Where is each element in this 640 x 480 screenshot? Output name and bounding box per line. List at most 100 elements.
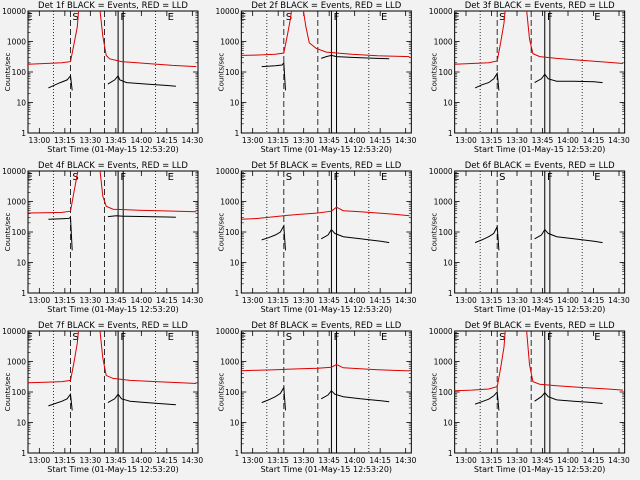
x-axis-label: Start Time (01-May-15 12:53:20): [47, 305, 178, 314]
y-axis-label: Counts/sec: [4, 213, 12, 252]
x-tick-label: 13:45: [105, 136, 127, 145]
y-tick-label: 10000: [215, 7, 239, 16]
annotation-label: S: [499, 172, 505, 183]
x-tick-label: 13:15: [481, 456, 503, 465]
series-line-lld: [241, 11, 293, 56]
x-tick-label: 13:15: [267, 456, 289, 465]
chart-title: Det 4f BLACK = Events, RED = LLD: [38, 161, 188, 171]
y-tick-label: 100: [12, 388, 27, 397]
x-axis-label: Start Time (01-May-15 12:53:20): [47, 465, 178, 474]
y-tick-label: 1000: [7, 38, 26, 47]
series-line-events: [474, 224, 500, 251]
series-line-lld: [28, 11, 80, 65]
y-tick-label: 1000: [220, 358, 239, 367]
y-tick-label: 10: [443, 419, 453, 428]
x-tick-label: 14:15: [369, 456, 391, 465]
x-tick-label: 14:00: [131, 136, 153, 145]
series-line-lld: [454, 331, 506, 392]
annotation-label: F: [547, 12, 553, 23]
y-tick-label: 1: [21, 129, 26, 138]
series-line-events: [107, 393, 176, 406]
y-tick-label: 10000: [215, 327, 239, 336]
chart-title: Det 2f BLACK = Events, RED = LLD: [251, 1, 401, 11]
y-tick-label: 100: [225, 388, 240, 397]
series-line-lld: [302, 11, 410, 58]
x-tick-label: 13:00: [455, 136, 477, 145]
series-line-lld: [454, 11, 506, 65]
x-tick-label: 13:00: [29, 456, 51, 465]
annotation-label: S: [72, 332, 78, 343]
y-tick-label: 10: [230, 99, 240, 108]
y-tick-label: 1000: [434, 38, 453, 47]
y-tick-label: 100: [438, 68, 453, 77]
x-axis-label: Start Time (01-May-15 12:53:20): [474, 305, 605, 314]
annotation-label: S: [72, 172, 78, 183]
x-tick-label: 14:30: [395, 456, 417, 465]
series-line-events: [534, 391, 603, 404]
x-tick-label: 13:00: [29, 296, 51, 305]
annotation-label: E: [594, 172, 600, 183]
x-tick-label: 14:30: [182, 136, 204, 145]
x-tick-label: 13:00: [242, 296, 264, 305]
series-line-events: [261, 61, 286, 91]
x-tick-label: 13:45: [532, 296, 554, 305]
x-tick-label: 13:30: [293, 136, 315, 145]
chart-title: Det 3f BLACK = Events, RED = LLD: [465, 1, 615, 11]
annotation-label: E: [594, 332, 600, 343]
annotation-label: F: [334, 332, 340, 343]
annotation-label: F: [120, 172, 126, 183]
x-tick-label: 13:15: [54, 136, 76, 145]
annotation-label: S: [72, 12, 78, 23]
x-tick-label: 14:30: [395, 296, 417, 305]
y-tick-label: 1000: [7, 198, 26, 207]
x-tick-label: 13:30: [506, 456, 528, 465]
y-tick-label: 1000: [7, 358, 26, 367]
x-tick-label: 14:00: [557, 296, 579, 305]
series-line-events: [320, 228, 390, 244]
series-line-events: [534, 228, 603, 244]
y-tick-label: 10000: [429, 327, 453, 336]
y-tick-label: 100: [225, 228, 240, 237]
y-axis-label: Counts/sec: [431, 53, 439, 92]
annotation-label: E: [168, 332, 174, 343]
y-axis-label: Counts/sec: [4, 373, 12, 412]
series-line-lld: [526, 11, 624, 64]
x-axis-label: Start Time (01-May-15 12:53:20): [261, 145, 392, 154]
x-tick-label: 13:45: [318, 456, 340, 465]
y-tick-label: 1000: [434, 198, 453, 207]
y-tick-label: 10: [443, 259, 453, 268]
chart-title: Det 9f BLACK = Events, RED = LLD: [465, 321, 615, 331]
x-tick-label: 13:00: [455, 456, 477, 465]
x-axis-label: Start Time (01-May-15 12:53:20): [261, 465, 392, 474]
series-line-lld: [99, 171, 197, 213]
x-tick-label: 13:15: [267, 136, 289, 145]
annotation-label: S: [499, 12, 505, 23]
x-tick-label: 13:15: [54, 456, 76, 465]
series-line-events: [48, 74, 73, 91]
series-line-events: [320, 389, 390, 403]
x-axis-label: Start Time (01-May-15 12:53:20): [261, 305, 392, 314]
y-tick-label: 1000: [434, 358, 453, 367]
y-tick-label: 1: [21, 449, 26, 458]
series-line-events: [474, 71, 500, 91]
annotation-label: S: [286, 332, 292, 343]
x-axis-label: Start Time (01-May-15 12:53:20): [47, 145, 178, 154]
annotation-label: F: [547, 172, 553, 183]
x-tick-label: 13:30: [80, 456, 102, 465]
chart-title: Det 8f BLACK = Events, RED = LLD: [251, 321, 401, 331]
x-tick-label: 13:30: [293, 296, 315, 305]
x-tick-label: 13:45: [105, 296, 127, 305]
y-tick-label: 1: [448, 129, 453, 138]
series-line-lld: [241, 206, 410, 220]
x-tick-label: 14:15: [583, 136, 605, 145]
y-tick-label: 1: [235, 289, 240, 298]
y-tick-label: 100: [12, 68, 27, 77]
y-axis-label: Counts/sec: [217, 373, 225, 412]
annotation-label: E: [594, 12, 600, 23]
y-tick-label: 100: [438, 388, 453, 397]
